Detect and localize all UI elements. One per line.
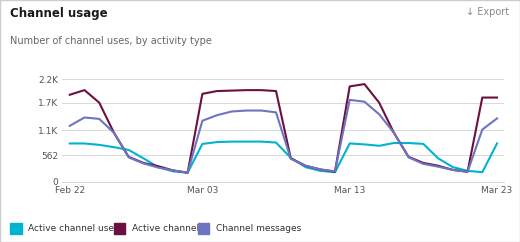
Text: Channel usage: Channel usage bbox=[10, 7, 108, 20]
Text: Number of channel uses, by activity type: Number of channel uses, by activity type bbox=[10, 36, 212, 46]
Text: ↓ Export: ↓ Export bbox=[466, 7, 510, 17]
Text: Active channel users: Active channel users bbox=[28, 224, 122, 233]
Text: Active channels: Active channels bbox=[132, 224, 203, 233]
Text: Channel messages: Channel messages bbox=[216, 224, 301, 233]
